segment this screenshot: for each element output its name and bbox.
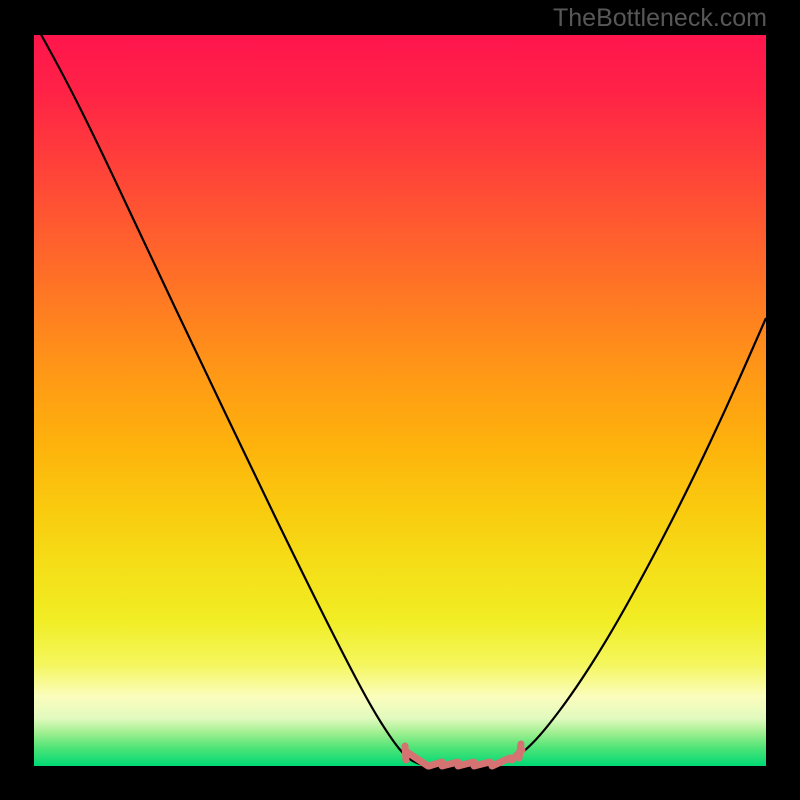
bottom-mark-segment xyxy=(519,744,521,758)
watermark-text: TheBottleneck.com xyxy=(553,4,767,33)
bottom-mark-segment xyxy=(492,758,510,766)
overlay-svg xyxy=(0,0,800,800)
stage: TheBottleneck.com xyxy=(0,0,800,800)
bottom-marks xyxy=(405,744,522,766)
bottom-mark-segment xyxy=(474,762,490,766)
v-curve xyxy=(34,22,766,766)
